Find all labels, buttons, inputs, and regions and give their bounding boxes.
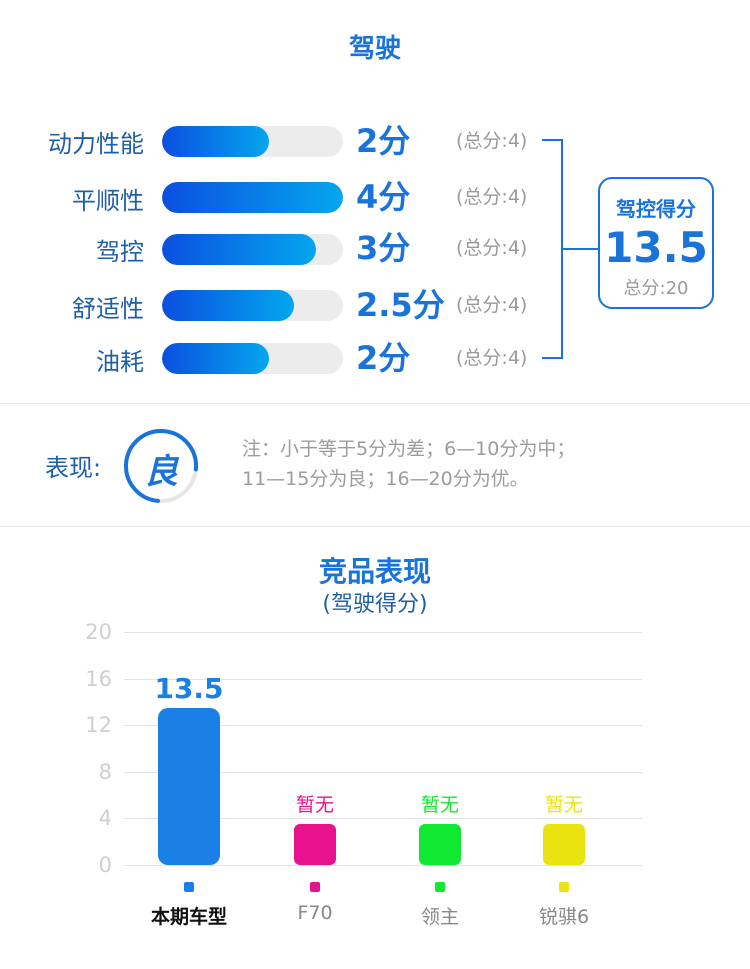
y-tick-label: 8 [98,760,112,784]
chart-gridline [124,865,642,866]
x-category-label: 领主 [420,906,459,928]
score-bar-fill [162,290,295,321]
score-bar-fill [162,234,316,265]
page-title: 驾驶 [348,34,401,64]
score-bar-power [162,126,343,157]
legend-dot [559,882,569,892]
grade-note-line-2: 11—15分为良；16—20分为优。 [242,468,529,490]
score-max-smoothness: (总分:4) [456,186,528,208]
chart-gridline [124,818,642,819]
chart-gridline [124,679,642,680]
chart-title: 竞品表现 [318,555,431,588]
y-tick-label: 12 [85,713,112,737]
chart-gridline [124,632,642,633]
chart-bar [543,824,585,865]
score-value-fuel: 2分 [356,339,411,377]
y-tick-label: 4 [98,806,112,830]
y-tick-label: 0 [98,853,112,877]
score-bar-comfort [162,290,343,321]
score-bar-handling [162,234,343,265]
score-value-smoothness: 4分 [356,178,411,216]
score-max-power: (总分:4) [456,130,528,152]
score-bar-fill [162,126,269,157]
x-category-label: F70 [297,902,333,924]
score-max-handling: (总分:4) [456,237,528,259]
x-category-label: 锐骐6 [538,906,590,928]
grade-text: 良 [144,452,178,492]
score-bar-smoothness [162,182,343,213]
chart-bar [419,824,461,865]
score-bar-fuel [162,343,343,374]
legend-dot [184,882,194,892]
divider-bottom [0,526,750,527]
legend-dot [435,882,445,892]
divider-top [0,403,750,404]
row-label-smoothness: 平顺性 [72,187,144,215]
summary-card: 驾控得分 13.5 总分:20 [598,177,714,309]
score-max-comfort: (总分:4) [456,294,528,316]
bracket-connector [542,139,600,359]
summary-total: 总分:20 [623,278,689,299]
summary-value: 13.5 [604,223,708,272]
chart-gridline [124,725,642,726]
chart-bar [158,708,220,865]
bar-data-label: 暂无 [420,794,459,816]
summary-title: 驾控得分 [616,197,696,221]
y-tick-label: 20 [85,620,112,644]
row-label-comfort: 舒适性 [72,295,144,323]
bar-data-label: 13.5 [154,672,224,705]
score-value-comfort: 2.5分 [356,286,445,324]
score-value-power: 2分 [356,122,411,160]
score-value-handling: 3分 [356,229,411,267]
x-category-label: 本期车型 [150,906,227,928]
grade-note-line-1: 注：小于等于5分为差；6—10分为中； [242,438,576,460]
legend-dot [310,882,320,892]
chart-subtitle: (驾驶得分) [322,592,428,617]
chart-bar [294,824,336,865]
performance-label: 表现: [45,454,102,482]
row-label-fuel: 油耗 [96,348,144,376]
y-tick-label: 16 [85,667,112,691]
grade-ring-icon [124,429,198,503]
row-label-power: 动力性能 [48,130,144,158]
score-max-fuel: (总分:4) [456,347,528,369]
score-bar-fill [162,182,343,213]
bar-data-label: 暂无 [295,794,334,816]
bar-data-label: 暂无 [544,794,583,816]
chart-gridline [124,772,642,773]
score-bar-fill [162,343,269,374]
row-label-handling: 驾控 [96,238,144,266]
